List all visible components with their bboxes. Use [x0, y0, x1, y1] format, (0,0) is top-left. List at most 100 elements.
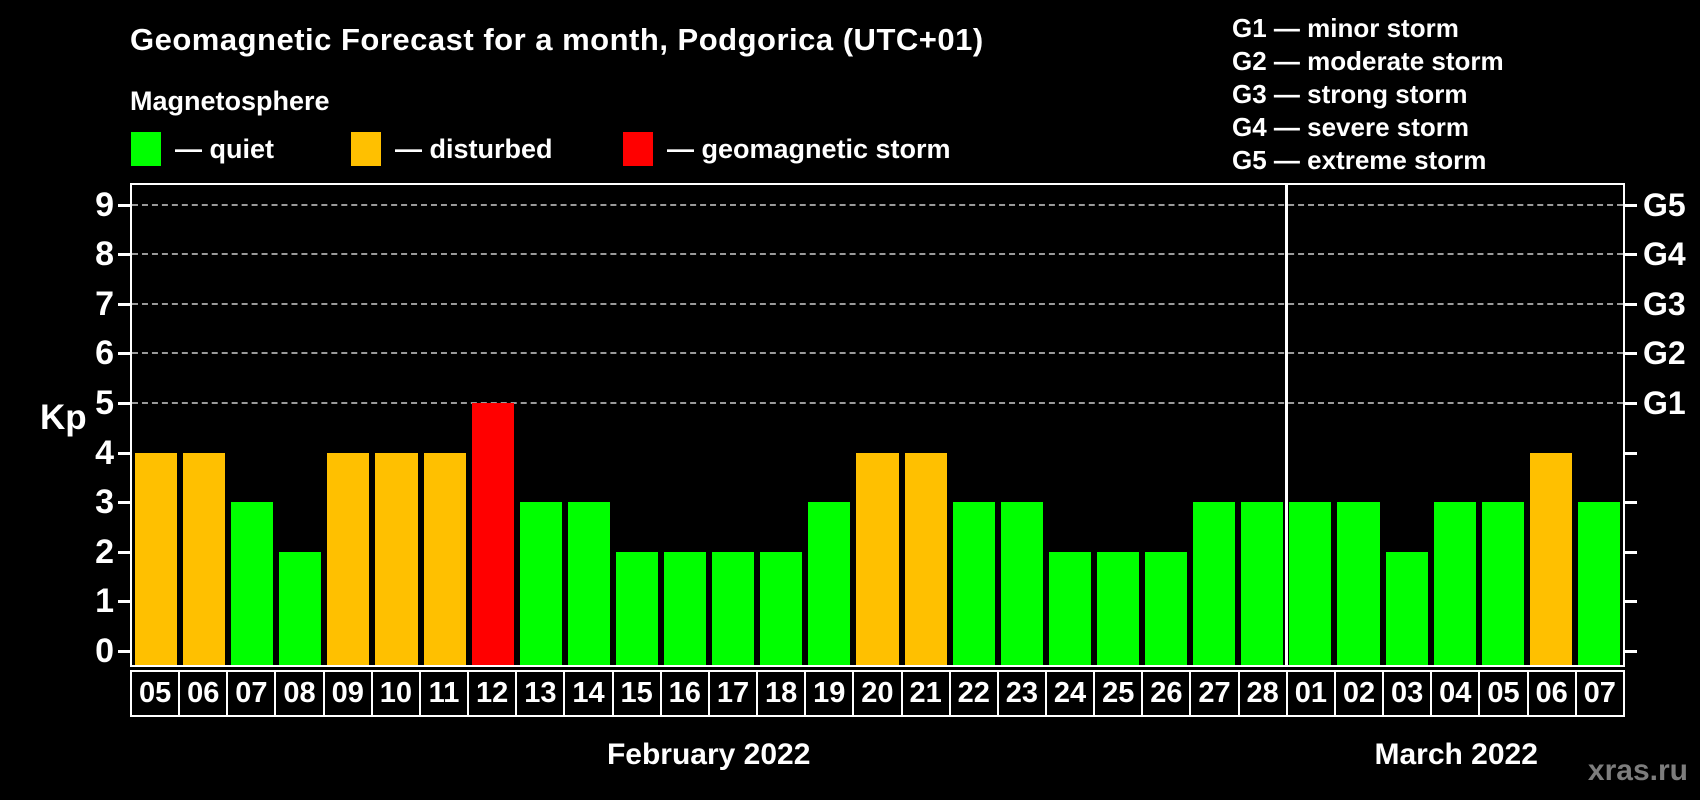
y-axis-label-8: 8 — [95, 235, 114, 274]
kp-bar-day-12 — [471, 403, 514, 665]
month-label-march: March 2022 — [1374, 738, 1538, 771]
day-label-feb-14: 14 — [563, 670, 614, 717]
kp-bar-day-07 — [231, 502, 274, 665]
right-axis-tick-5 — [1625, 402, 1637, 405]
kp-bar-day-02 — [1337, 502, 1380, 665]
day-label-feb-23: 23 — [996, 670, 1047, 717]
kp-bar-day-04 — [1433, 502, 1476, 665]
kp-bar-day-25 — [1096, 551, 1140, 665]
day-label-feb-08: 08 — [274, 670, 325, 717]
left-axis-tick-4 — [118, 451, 130, 455]
right-axis-tick-1 — [1625, 600, 1637, 604]
day-label-feb-21: 21 — [900, 670, 951, 717]
kp-bar-day-09 — [327, 452, 370, 665]
kp-bar-day-17 — [712, 551, 755, 665]
day-label-feb-18: 18 — [756, 670, 807, 717]
g1-legend-row: G1 — minor storm — [1232, 13, 1459, 43]
plot-area: 0 1 2 3 4 5 6 7 8 9 G1 G2 G3 G4 G5 — [95, 183, 1686, 670]
g-scale-label-g2: G2 — [1643, 335, 1686, 372]
kp-bar-day-21 — [904, 452, 947, 665]
legend-item-storm: — geomagnetic storm — [623, 132, 951, 166]
left-axis-tick-5 — [118, 402, 130, 405]
day-label-feb-17: 17 — [707, 670, 759, 717]
g3-legend-row: G3 — strong storm — [1232, 79, 1468, 109]
quiet-color-swatch — [131, 132, 161, 166]
legend-item-disturbed: — disturbed — [351, 132, 553, 166]
left-axis-tick-3 — [118, 501, 130, 505]
day-label-feb-25: 25 — [1093, 670, 1144, 717]
g-scale-label-g3: G3 — [1643, 285, 1686, 322]
y-axis-label-7: 7 — [95, 284, 114, 323]
y-axis-label-3: 3 — [95, 483, 114, 522]
gridline-kp-8 — [132, 253, 1623, 256]
y-axis-label-2: 2 — [95, 532, 114, 571]
kp-bar-day-23 — [1000, 502, 1043, 665]
kp-bar-day-19 — [808, 502, 851, 665]
day-label-mar-06: 06 — [1526, 670, 1577, 717]
kp-bar-day-24 — [1048, 551, 1091, 665]
kp-bar-day-05 — [1481, 502, 1524, 665]
kp-bar-day-14 — [567, 502, 610, 665]
y-axis-label-4: 4 — [95, 433, 114, 472]
day-label-feb-15: 15 — [611, 670, 662, 717]
day-label-feb-10: 10 — [370, 670, 421, 717]
kp-bar-day-15 — [615, 551, 659, 665]
g-scale-legend: G1 — minor storm G2 — moderate storm G3 … — [1232, 12, 1504, 177]
y-axis-title: Kp — [40, 398, 87, 437]
g-scale-label-g1: G1 — [1643, 385, 1686, 421]
kp-bar-day-28 — [1241, 502, 1284, 665]
kp-bar-day-16 — [664, 551, 707, 665]
legend-item-quiet: — quiet — [131, 132, 274, 166]
left-axis-tick-6 — [118, 352, 130, 356]
day-label-feb-27: 27 — [1189, 670, 1240, 717]
g4-legend-row: G4 — severe storm — [1232, 112, 1470, 142]
day-label-mar-01: 01 — [1285, 670, 1336, 717]
day-label-mar-02: 02 — [1333, 670, 1385, 717]
left-axis-tick-1 — [118, 600, 130, 604]
right-axis-tick-4 — [1625, 451, 1637, 455]
gridline-kp-9 — [132, 203, 1623, 206]
g2-legend-row: G2 — moderate storm — [1232, 46, 1504, 76]
kp-bar-day-10 — [375, 452, 418, 665]
magnetosphere-label: Magnetosphere — [130, 86, 330, 116]
day-label-feb-12: 12 — [467, 670, 518, 717]
g5-legend-row: G5 — extreme storm — [1232, 145, 1487, 175]
right-axis-tick-9 — [1625, 203, 1637, 207]
y-axis-label-9: 9 — [95, 185, 114, 224]
day-label-feb-13: 13 — [515, 670, 566, 717]
right-axis-tick-6 — [1625, 352, 1637, 356]
kp-bar-day-22 — [952, 502, 995, 665]
gridline-kp-6 — [132, 352, 1623, 355]
right-axis-tick-3 — [1625, 501, 1637, 505]
kp-bar-day-18 — [760, 551, 803, 665]
left-axis-tick-0 — [118, 650, 130, 653]
day-label-feb-07: 07 — [226, 670, 277, 717]
page-title: Geomagnetic Forecast for a month, Podgor… — [130, 22, 984, 57]
kp-bar-day-20 — [856, 452, 899, 665]
kp-bar-day-06 — [1529, 452, 1572, 665]
day-label-feb-11: 11 — [418, 670, 470, 717]
legend-item-label: — disturbed — [395, 133, 553, 164]
day-label-feb-09: 09 — [322, 670, 373, 717]
day-label-feb-24: 24 — [1044, 670, 1096, 717]
day-label-feb-28: 28 — [1237, 670, 1288, 717]
day-label-mar-07: 07 — [1574, 670, 1625, 717]
g-scale-label-g4: G4 — [1643, 236, 1686, 273]
day-label-mar-03: 03 — [1382, 670, 1433, 717]
day-label-feb-16: 16 — [659, 670, 710, 717]
day-label-mar-04: 04 — [1430, 670, 1481, 717]
y-axis-label-6: 6 — [95, 334, 114, 373]
day-label-feb-19: 19 — [804, 670, 855, 717]
y-axis-label-5: 5 — [95, 384, 114, 422]
storm-color-swatch — [623, 132, 653, 166]
right-axis-tick-2 — [1625, 550, 1637, 554]
kp-bar-day-08 — [279, 551, 322, 665]
day-label-feb-22: 22 — [948, 670, 999, 717]
y-axis-label-1: 1 — [95, 582, 114, 621]
day-label-feb-20: 20 — [852, 670, 903, 717]
kp-bar-day-26 — [1145, 551, 1188, 665]
kp-bar-day-01 — [1289, 502, 1332, 665]
kp-bar-day-07 — [1577, 502, 1620, 665]
kp-bar-day-13 — [519, 502, 562, 665]
disturbed-color-swatch — [351, 132, 381, 166]
